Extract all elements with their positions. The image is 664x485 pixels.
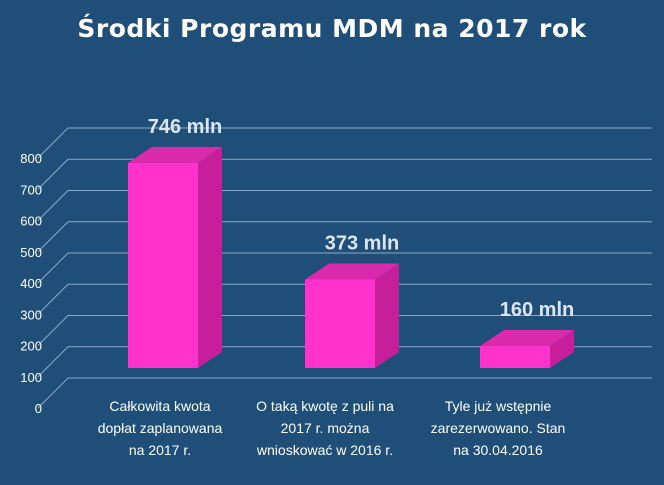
bar-side	[375, 263, 399, 368]
y-tick-label: 100	[20, 370, 42, 385]
bar-front	[128, 162, 198, 368]
x-category-label-line: wnioskować w 2016 r.	[256, 442, 394, 458]
gridline	[37, 190, 652, 221]
gridline	[37, 158, 652, 190]
y-tick-label: 600	[20, 214, 42, 229]
bar-side	[198, 146, 222, 368]
gridline	[37, 377, 652, 409]
data-label: 160 mln	[500, 299, 574, 321]
bar-top	[305, 263, 399, 280]
gridline	[37, 315, 652, 346]
y-tick-label: 400	[20, 276, 42, 291]
gridline	[37, 283, 652, 315]
x-category-label-line: zarezerwowano. Stan	[430, 420, 566, 436]
chart-title: Środki Programu MDM na 2017 rok	[77, 14, 587, 43]
x-category-label-line: na 2017 r.	[128, 442, 192, 458]
gridline	[37, 127, 652, 159]
x-category-label: O taką kwotę z puli na 2017 r. można wnios…	[240, 395, 410, 461]
bar-top	[480, 330, 574, 346]
data-label: 373 mln	[325, 232, 399, 254]
data-label: 746 mln	[148, 116, 222, 138]
gridline	[37, 346, 652, 378]
bar-top	[128, 146, 222, 163]
x-category-label-line: Całkowita kwota	[109, 398, 211, 414]
bar	[128, 146, 222, 368]
bar	[305, 263, 399, 368]
bar-front	[480, 346, 550, 368]
x-category-label-line: Tyle już wstępnie	[444, 398, 552, 414]
x-category-label: Tyle już wstępnie zarezerwowano. Stan na 3…	[413, 395, 583, 461]
y-tick-label: 200	[20, 339, 42, 354]
y-tick-label: 0	[35, 401, 42, 416]
bar-side	[550, 330, 574, 368]
bar-front	[305, 279, 375, 368]
x-category-label-line: 2017 r. można	[280, 420, 370, 436]
gridline	[37, 252, 652, 284]
x-category-label-line: dopłat zaplanowana	[97, 420, 223, 436]
bar	[480, 330, 574, 368]
y-tick-label: 500	[20, 245, 42, 260]
x-category-label-line: na 30.04.2016	[453, 442, 543, 458]
x-category-label: Całkowita kwota dopłat zaplanowana na 2017…	[75, 395, 245, 461]
x-category-label-line: O taką kwotę z puli na	[256, 398, 394, 414]
gridline	[37, 221, 652, 253]
y-tick-label: 300	[20, 307, 42, 322]
y-tick-label: 700	[20, 182, 42, 197]
y-tick-label: 800	[20, 151, 42, 166]
